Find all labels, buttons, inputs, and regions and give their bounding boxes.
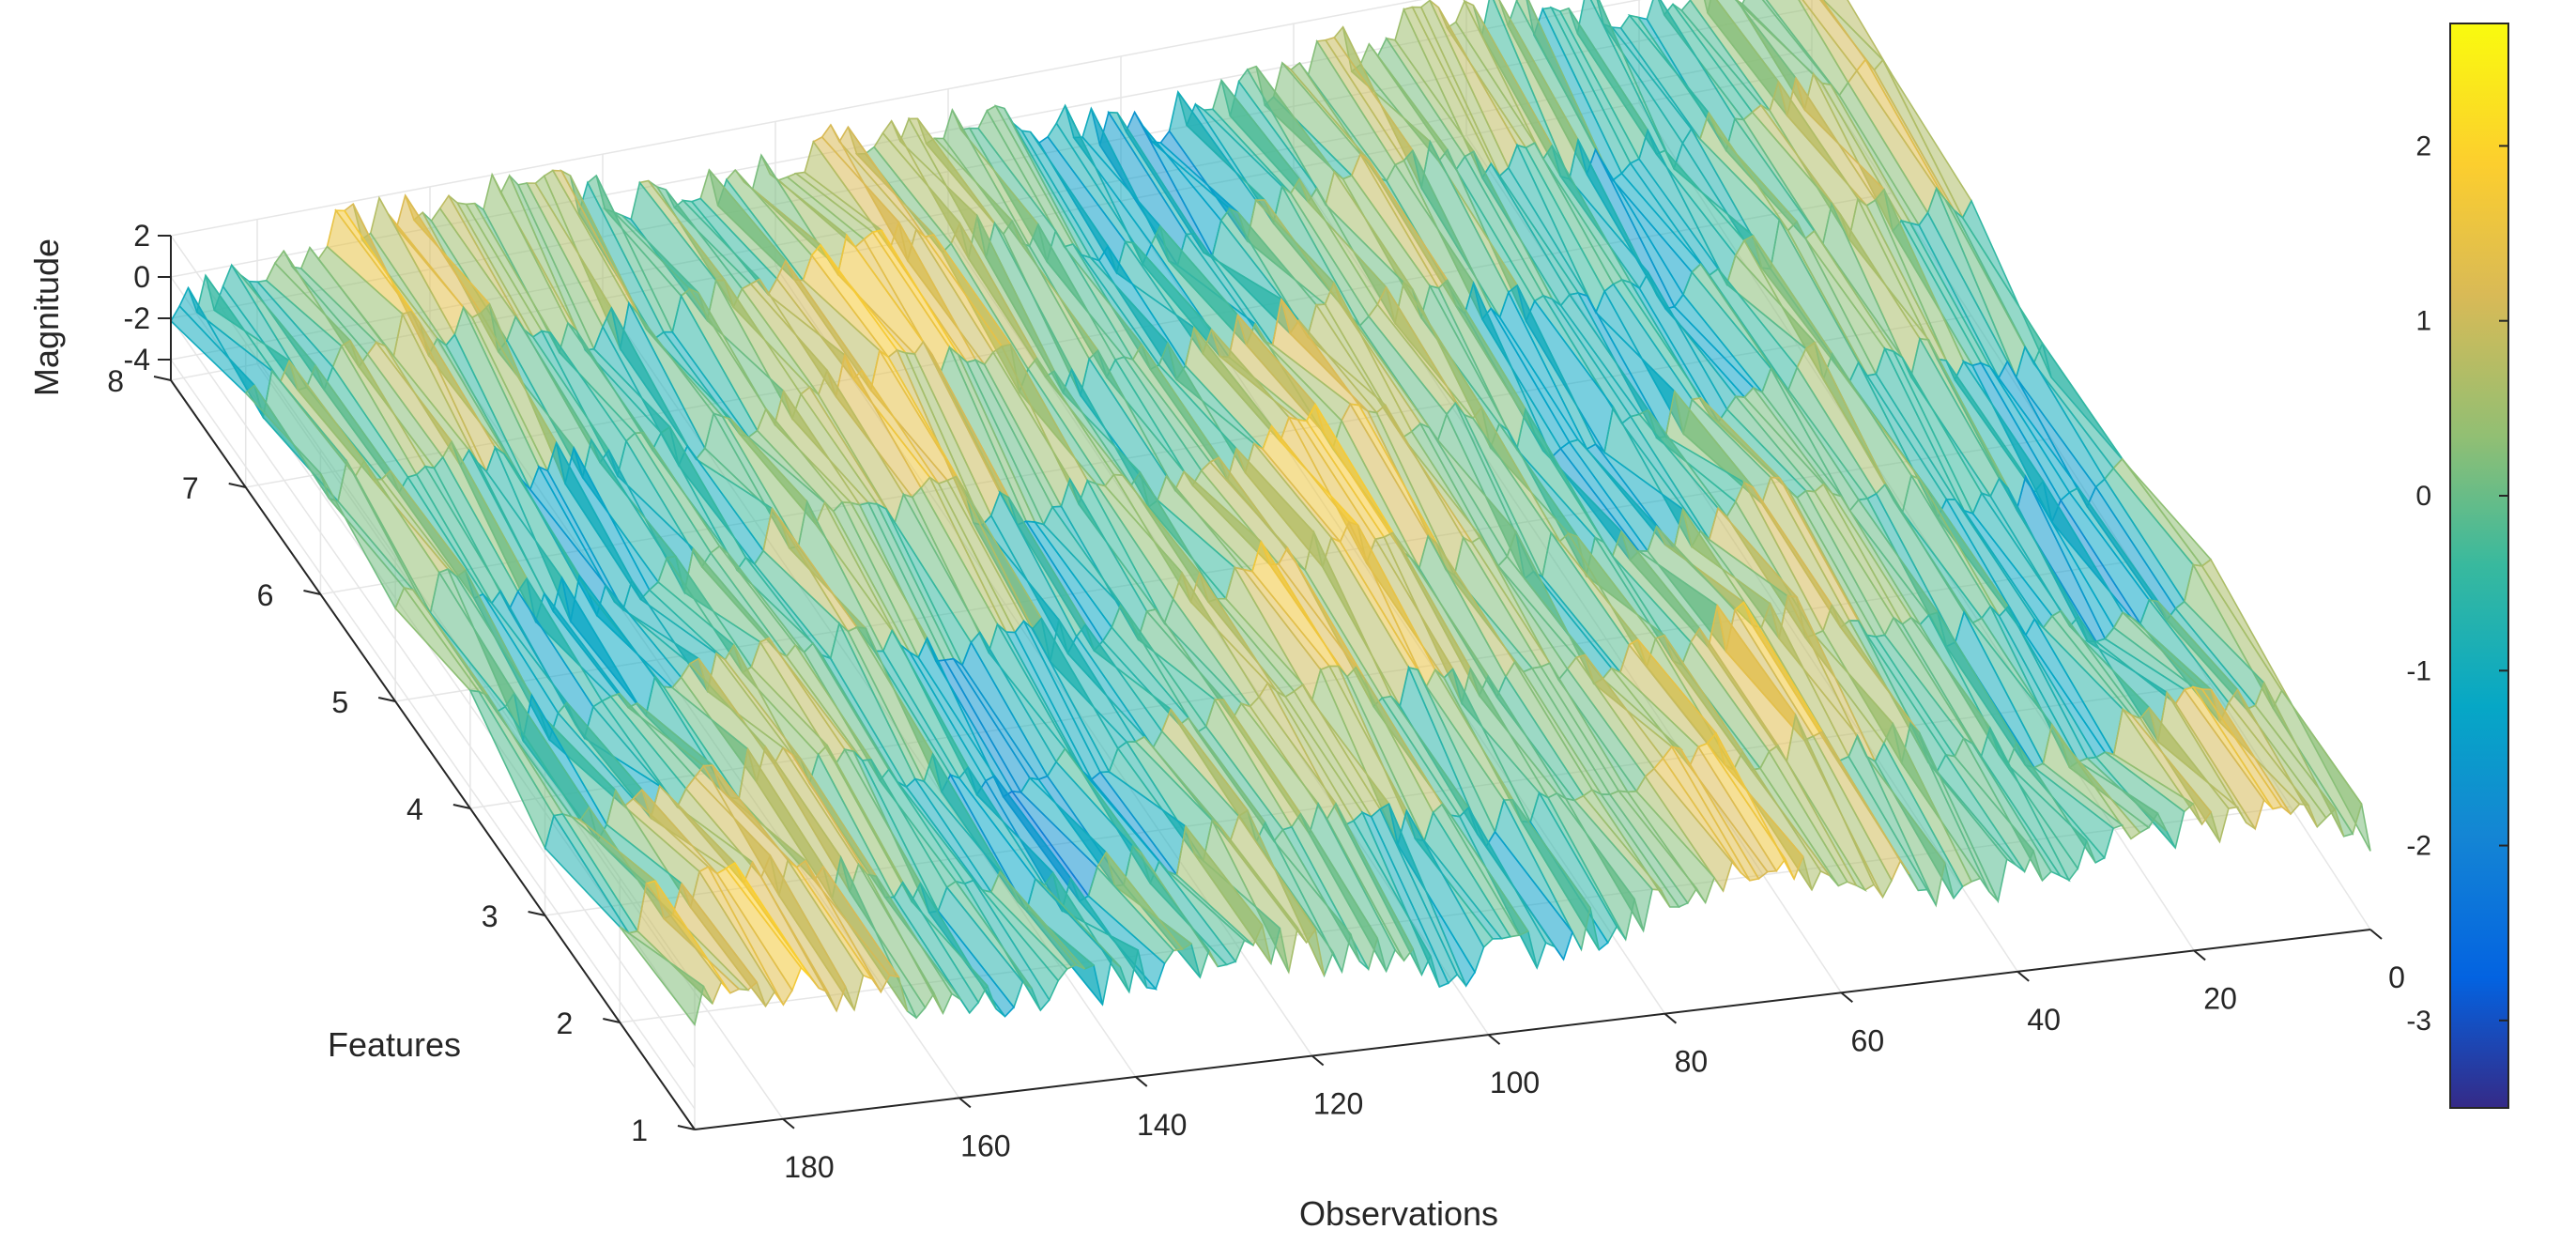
colorbar-tick-label: 1 (2415, 306, 2431, 337)
y-tick-label: 4 (406, 792, 423, 826)
x-tick-label: 140 (1137, 1108, 1187, 1142)
colorbar-tick-label: 2 (2415, 131, 2431, 161)
x-tick-mark (1311, 1054, 1325, 1067)
y-tick-label: 1 (631, 1114, 648, 1147)
x-tick-mark (958, 1097, 972, 1109)
y-tick-label: 6 (257, 578, 274, 612)
z-tick-label: -4 (124, 343, 150, 377)
y-axis-line (170, 379, 696, 1130)
x-tick-mark (1840, 991, 1853, 1004)
colorbar-tick-label: -1 (2406, 655, 2431, 686)
y-tick-label: 5 (331, 685, 348, 719)
y-tick-mark (677, 1125, 696, 1130)
y-tick-label: 3 (482, 899, 498, 933)
y-axis-title: Features (328, 1025, 461, 1064)
x-tick-label: 160 (960, 1129, 1010, 1162)
x-tick-mark (2193, 949, 2206, 961)
x-tick-mark (2369, 929, 2383, 940)
colorbar-gradient (2449, 23, 2509, 1109)
x-tick-mark (1664, 1012, 1678, 1024)
x-tick-label: 20 (2203, 981, 2237, 1015)
axes (153, 235, 2383, 1130)
z-tick-label: 2 (133, 219, 150, 253)
x-tick-label: 120 (1313, 1087, 1363, 1121)
colorbar-tick-label: -3 (2406, 1006, 2431, 1037)
colorbar: 2 1 0 -1 -2 -3 (2406, 23, 2509, 1109)
colorbar-ticks: 2 1 0 -1 -2 -3 (2406, 131, 2508, 1037)
x-axis-title: Observations (1299, 1194, 1498, 1233)
x-tick-label: 80 (1675, 1045, 1709, 1079)
y-tick-label: 7 (182, 471, 199, 505)
colorbar-tick-label: 0 (2415, 481, 2431, 512)
y-tick-mark (303, 590, 321, 595)
x-tick-label: 0 (2388, 961, 2405, 994)
x-tick-label: 180 (784, 1150, 834, 1184)
x-tick-mark (1487, 1034, 1501, 1045)
colorbar-tick-label: -2 (2406, 831, 2431, 862)
x-tick-label: 60 (1851, 1023, 1885, 1057)
x-tick-mark (1135, 1076, 1148, 1087)
y-tick-mark (228, 483, 246, 488)
x-tick-label: 100 (1490, 1066, 1540, 1099)
surface-patch (619, 926, 705, 1027)
y-tick-label: 8 (107, 364, 124, 398)
x-tick-label: 40 (2027, 1003, 2061, 1037)
z-tick-label: 0 (133, 260, 150, 294)
z-axis-title: Magnitude (27, 238, 66, 396)
x-tick-mark (2016, 971, 2030, 982)
y-tick-mark (153, 376, 172, 381)
x-axis-line (694, 929, 2371, 1130)
y-tick-mark (528, 911, 545, 916)
y-tick-label: 2 (556, 1007, 573, 1040)
x-tick-mark (782, 1118, 795, 1130)
surface-mesh (169, 0, 2371, 1027)
y-tick-mark (452, 804, 471, 809)
z-tick-label: -2 (124, 301, 150, 335)
y-tick-mark (377, 697, 396, 702)
y-tick-mark (603, 1018, 621, 1023)
